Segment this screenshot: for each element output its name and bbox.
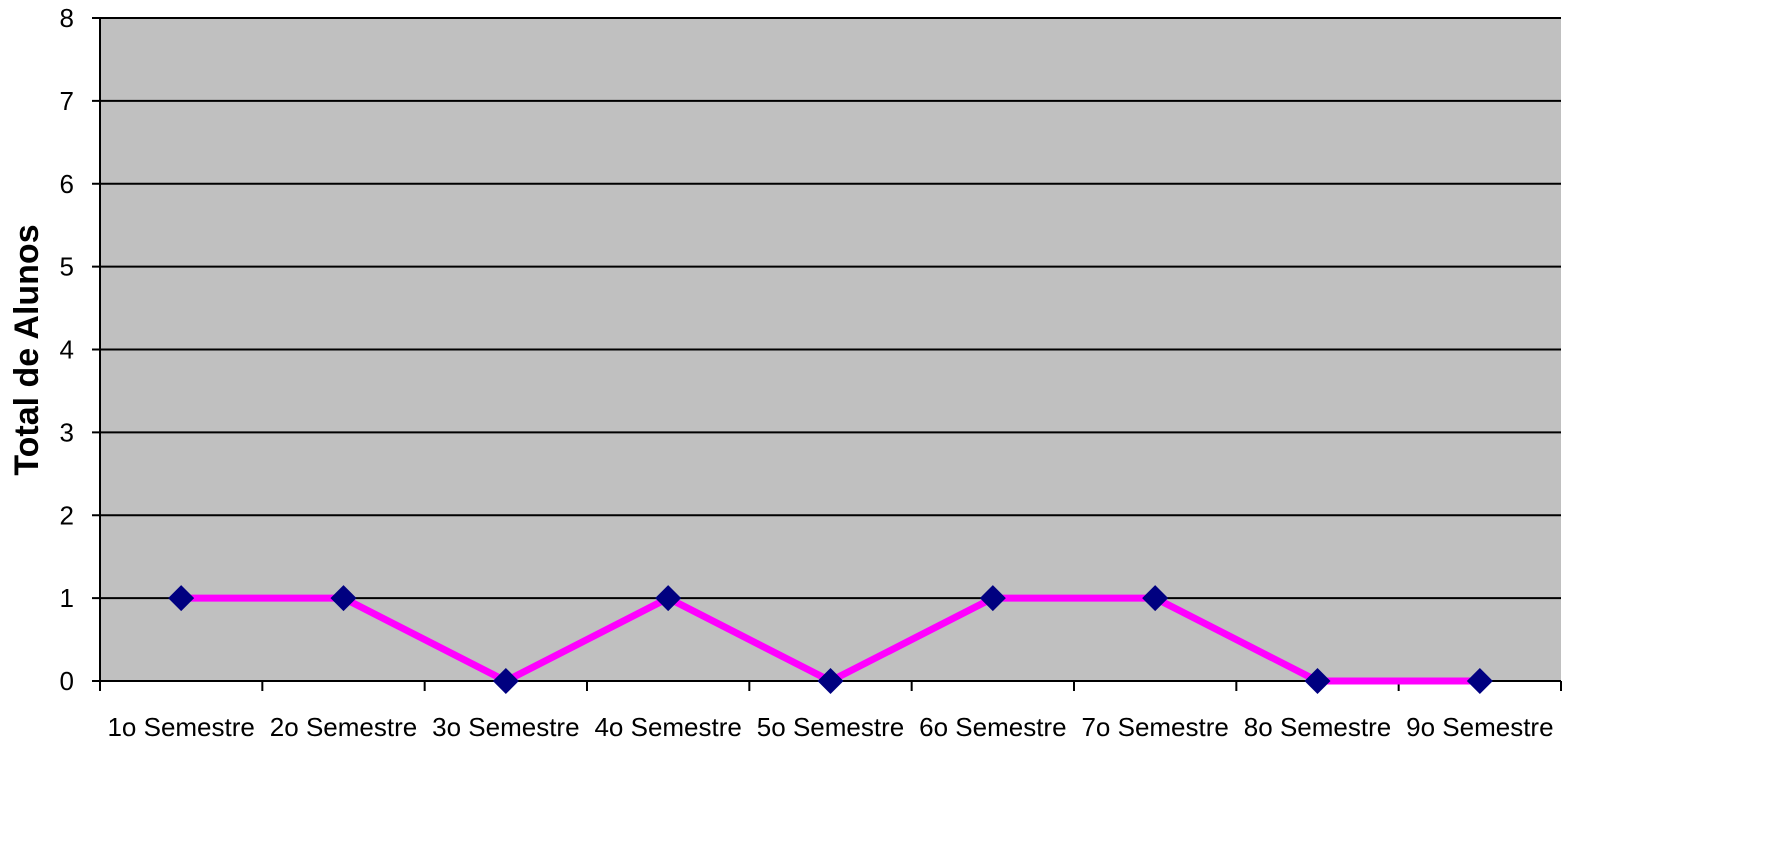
x-tick-label: 8o Semestre	[1244, 712, 1391, 742]
data-point	[1142, 585, 1169, 612]
y-tick-label: 5	[60, 252, 74, 282]
y-tick-label: 6	[60, 169, 74, 199]
y-tick-label: 7	[60, 86, 74, 116]
data-point	[1304, 668, 1331, 694]
x-tick-label: 6o Semestre	[919, 712, 1066, 742]
data-point	[168, 585, 195, 612]
x-tick-label: 9o Semestre	[1406, 712, 1553, 742]
data-point	[817, 668, 844, 694]
x-tick-label: 4o Semestre	[594, 712, 741, 742]
data-point	[979, 585, 1006, 612]
data-point	[330, 585, 357, 612]
y-axis-title: Total de Alunos	[8, 224, 46, 475]
y-tick-label: 8	[60, 3, 74, 33]
x-tick-label: 2o Semestre	[270, 712, 417, 742]
y-tick-label: 4	[60, 335, 74, 365]
x-tick-label: 3o Semestre	[432, 712, 579, 742]
y-ticks: 0 1 2 3 4 5 6 7 8	[60, 3, 100, 696]
data-point	[492, 668, 519, 694]
data-point	[655, 585, 682, 612]
x-ticks: 1o Semestre 2o Semestre 3o Semestre 4o Seme…	[99, 681, 1562, 742]
y-tick-label: 3	[60, 417, 74, 447]
data-point	[1466, 668, 1493, 694]
y-tick-label: 2	[60, 500, 74, 530]
series-layer	[168, 585, 1493, 694]
x-tick-label: 5o Semestre	[757, 712, 904, 742]
x-tick-label: 7o Semestre	[1081, 712, 1228, 742]
x-tick-label: 1o Semestre	[107, 712, 254, 742]
y-tick-label: 1	[60, 583, 74, 613]
y-tick-label: 0	[60, 666, 74, 696]
